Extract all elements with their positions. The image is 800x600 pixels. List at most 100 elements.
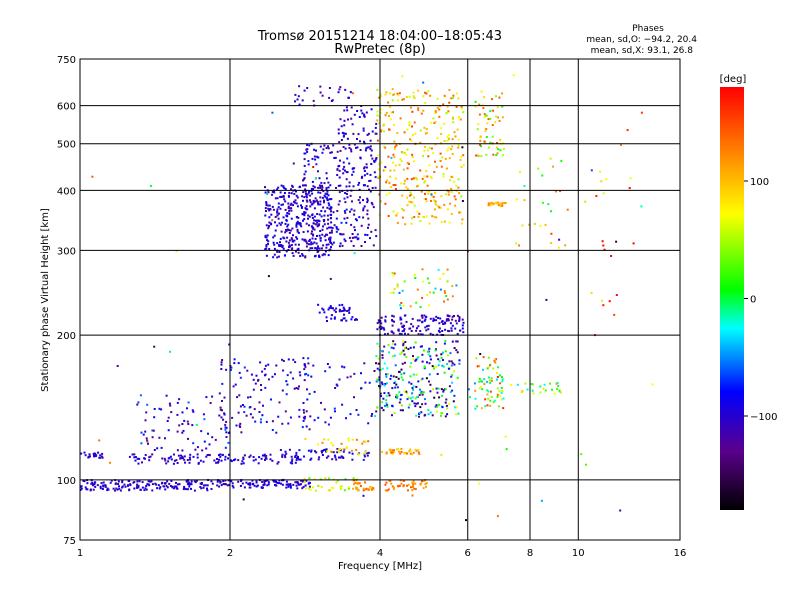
data-point: [423, 319, 426, 322]
data-point: [289, 485, 292, 488]
data-point: [226, 484, 229, 487]
data-point: [403, 179, 406, 182]
data-point: [249, 482, 252, 485]
data-point: [321, 228, 324, 231]
data-point: [278, 222, 281, 225]
data-point: [496, 371, 498, 374]
data-point: [373, 370, 376, 372]
data-point: [401, 330, 404, 333]
data-point: [375, 122, 378, 125]
data-point: [181, 423, 184, 425]
data-point: [400, 482, 403, 485]
data-point: [87, 455, 90, 458]
data-point: [456, 340, 459, 343]
x-tick-label: 4: [377, 548, 383, 559]
data-point: [242, 498, 245, 501]
data-point: [376, 114, 379, 117]
data-point: [99, 485, 102, 488]
data-point: [138, 457, 141, 460]
data-point: [559, 190, 562, 193]
data-point: [332, 451, 335, 454]
data-point: [167, 460, 170, 463]
data-point: [601, 299, 603, 302]
data-point: [254, 458, 257, 461]
data-point: [423, 314, 426, 317]
data-point: [378, 385, 380, 387]
data-point: [378, 193, 381, 196]
data-point: [401, 194, 404, 197]
data-point: [362, 440, 365, 443]
data-point: [439, 288, 442, 291]
data-point: [307, 449, 310, 452]
data-point: [295, 484, 298, 487]
data-point: [281, 483, 284, 486]
data-point: [338, 169, 341, 172]
data-point: [187, 423, 190, 425]
data-point: [455, 406, 458, 409]
data-point: [401, 216, 404, 219]
data-point: [400, 182, 403, 185]
data-point: [313, 219, 316, 222]
data-point: [296, 237, 299, 240]
data-point: [408, 403, 411, 406]
data-point: [294, 361, 297, 364]
data-point: [328, 207, 331, 210]
data-point: [541, 174, 544, 177]
data-point: [358, 181, 361, 184]
data-point: [398, 401, 401, 404]
data-point: [302, 179, 304, 182]
data-point: [503, 147, 505, 150]
data-point: [398, 163, 401, 166]
data-point: [393, 140, 396, 143]
data-point: [260, 389, 263, 391]
data-point: [387, 215, 390, 217]
data-point: [392, 111, 394, 114]
data-point: [566, 208, 569, 211]
data-point: [187, 401, 190, 404]
data-point: [430, 121, 433, 124]
data-point: [483, 113, 486, 116]
data-point: [141, 481, 144, 484]
data-point: [236, 396, 239, 399]
data-point: [475, 357, 478, 360]
data-point: [131, 453, 134, 456]
data-point: [264, 386, 267, 389]
data-point: [414, 277, 417, 279]
data-point: [455, 413, 458, 416]
data-point: [399, 318, 402, 321]
data-point: [220, 427, 223, 430]
data-point: [117, 483, 120, 485]
data-point: [285, 230, 288, 233]
data-point: [497, 366, 500, 369]
data-point: [483, 96, 486, 99]
data-point: [121, 486, 124, 489]
data-point: [199, 459, 202, 462]
data-point: [416, 395, 419, 398]
data-point: [348, 143, 351, 146]
data-point: [117, 480, 120, 483]
data-point: [292, 162, 295, 165]
data-point: [421, 353, 424, 356]
data-point: [207, 432, 209, 435]
data-point: [363, 174, 366, 177]
data-point: [339, 488, 342, 490]
data-point: [93, 455, 96, 458]
data-point: [153, 345, 156, 348]
data-point: [330, 242, 333, 244]
data-point: [281, 244, 284, 247]
data-point: [427, 155, 430, 158]
data-point: [447, 193, 450, 196]
data-point: [86, 482, 89, 485]
data-point: [349, 375, 352, 378]
data-point: [369, 237, 371, 240]
data-point: [206, 489, 209, 492]
data-point: [305, 205, 308, 208]
data-point: [365, 147, 368, 150]
data-point: [543, 383, 546, 386]
data-point: [406, 204, 409, 207]
data-point: [405, 346, 408, 349]
data-point: [183, 455, 186, 458]
data-point: [341, 303, 344, 306]
data-point: [86, 488, 89, 491]
data-point: [420, 378, 423, 381]
